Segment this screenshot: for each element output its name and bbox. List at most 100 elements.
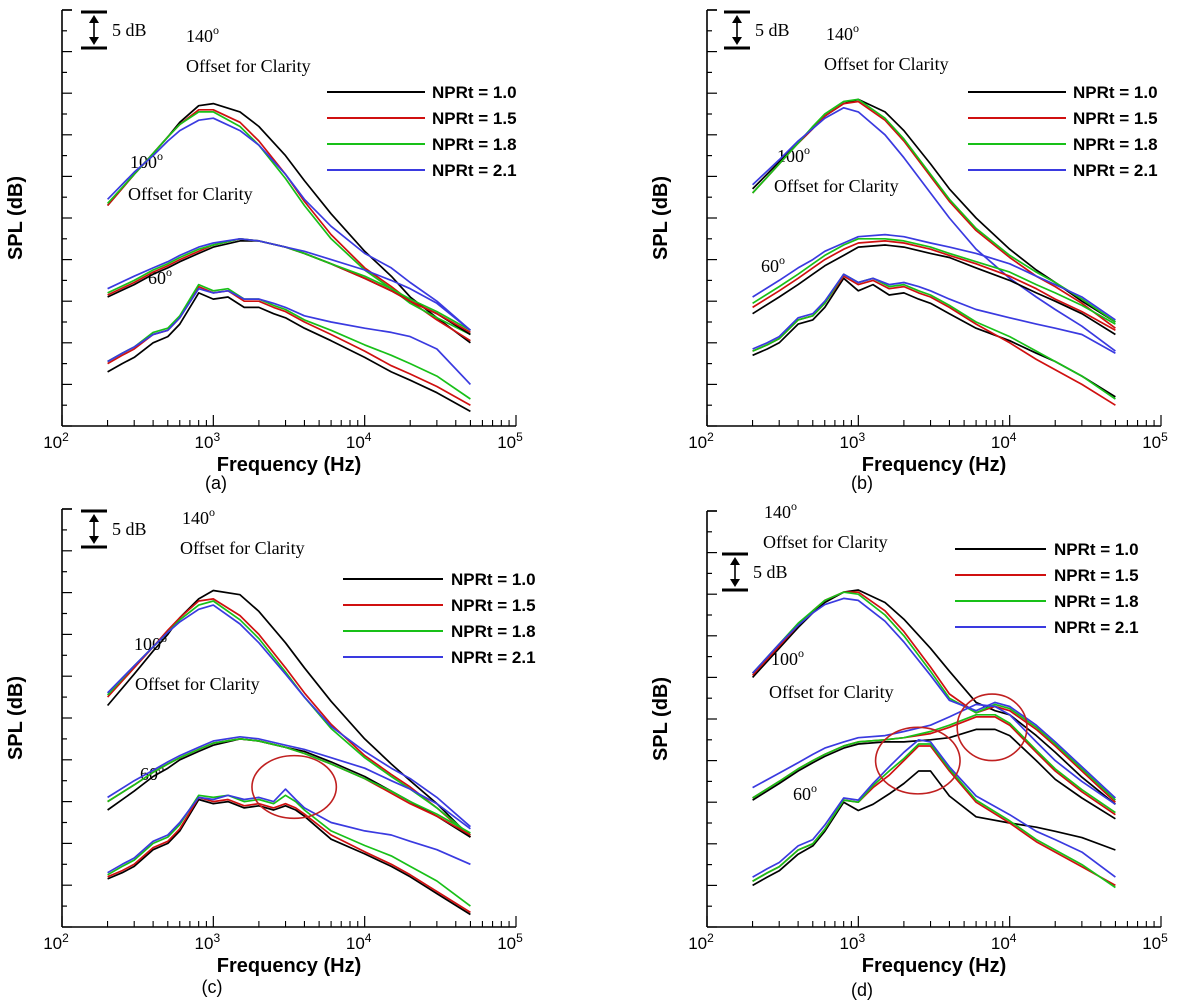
scale-bar-label: 5 dB — [112, 519, 147, 539]
x-axis-label: Frequency (Hz) — [217, 454, 361, 476]
offset-note: Offset for Clarity — [763, 532, 888, 552]
angle-label-140: 140o — [186, 23, 219, 46]
scale-bar-arrow-down — [89, 37, 99, 45]
series-line-140deg-2.1 — [106, 604, 471, 828]
x-axis-label: Frequency (Hz) — [217, 955, 361, 977]
series-line-60deg-1.0 — [752, 277, 1116, 398]
x-tick-label: 103 — [195, 931, 221, 953]
legend-entry-label: NPRt = 1.5 — [1073, 109, 1158, 128]
series-line-140deg-2.1 — [751, 597, 1116, 799]
series-line-60deg-2.1 — [107, 788, 471, 874]
x-axis-label: Frequency (Hz) — [862, 955, 1006, 977]
series-line-100deg-2.1 — [752, 233, 1116, 321]
series-line-100deg-2.1 — [107, 735, 471, 830]
series-line-100deg-1.5 — [107, 738, 471, 836]
legend-entry-label: NPRt = 2.1 — [1073, 161, 1158, 180]
chart-panel-b: 102 103 104 105 Frequency (Hz) SPL (dB) (b) 5 d… — [650, 9, 1168, 493]
x-tick-label: 105 — [1142, 430, 1168, 452]
legend-entry-label: NPRt = 1.0 — [432, 83, 517, 102]
x-tick-label: 103 — [840, 430, 866, 452]
scale-bar-arrow-up — [89, 15, 99, 23]
scale-bar-arrow-down — [730, 579, 740, 587]
highlight-ellipse — [956, 693, 1028, 762]
legend-entry-label: NPRt = 1.8 — [432, 135, 517, 154]
series-line-100deg-2.1 — [752, 703, 1116, 806]
x-tick-label: 104 — [346, 931, 372, 953]
offset-note: Offset for Clarity — [135, 674, 260, 694]
series-line-100deg-1.0 — [107, 738, 471, 838]
chart-panel-d: 102 103 104 105 Frequency (Hz) SPL (dB) (d) 5 d… — [650, 499, 1168, 1000]
x-tick-label: 104 — [991, 931, 1017, 953]
series-line-100deg-1.8 — [752, 713, 1116, 814]
series-line-60deg-1.0 — [107, 798, 471, 916]
x-tick-label: 103 — [195, 430, 221, 452]
chart-panel-c: 102 103 104 105 Frequency (Hz) SPL (dB) (c) 5 d… — [5, 505, 536, 997]
y-axis-label: SPL (dB) — [650, 176, 672, 260]
series-line-60deg-1.8 — [107, 794, 471, 907]
scale-bar-arrow-up — [89, 514, 99, 522]
series-line-140deg-1.5 — [751, 100, 1116, 329]
series-line-140deg-2.1 — [752, 106, 1116, 352]
chart-panel-a: 102 103 104 105 Frequency (Hz) SPL (dB) (a) 5 d… — [5, 9, 523, 493]
scale-bar-label: 5 dB — [753, 562, 788, 582]
scale-bar-arrow-down — [732, 37, 742, 45]
x-axis-label: Frequency (Hz) — [862, 454, 1006, 476]
panel-caption: (d) — [851, 980, 873, 1000]
legend-entry-label: NPRt = 1.5 — [432, 109, 517, 128]
series-line-60deg-2.1 — [107, 287, 472, 385]
legend-entry-label: NPRt = 1.0 — [451, 570, 536, 589]
angle-label-100: 100o — [771, 646, 804, 669]
y-axis-label: SPL (dB) — [5, 176, 27, 260]
x-tick-label: 102 — [688, 430, 714, 452]
angle-label-100: 100o — [777, 143, 810, 166]
highlight-ellipse — [874, 726, 961, 795]
series-line-60deg-2.1 — [752, 738, 1116, 878]
x-tick-label: 103 — [840, 931, 866, 953]
series-line-100deg-1.8 — [107, 738, 471, 834]
offset-note: Offset for Clarity — [824, 54, 949, 74]
highlight-ellipse — [251, 754, 338, 820]
scale-bar-arrow-up — [732, 15, 742, 23]
series-line-60deg-1.5 — [107, 796, 471, 914]
series-line-60deg-1.0 — [107, 292, 471, 413]
angle-label-140: 140o — [182, 505, 215, 528]
x-tick-label: 105 — [497, 931, 523, 953]
legend-entry-label: NPRt = 1.8 — [1073, 135, 1158, 154]
series-line-100deg-1.5 — [752, 240, 1116, 332]
x-tick-label: 102 — [43, 931, 69, 953]
series-line-140deg-1.5 — [106, 598, 471, 838]
x-tick-label: 102 — [688, 931, 714, 953]
series-line-140deg-1.0 — [106, 589, 472, 838]
series-line-60deg-2.1 — [752, 273, 1116, 354]
angle-label-140: 140o — [764, 499, 797, 522]
angle-label-60: 60o — [793, 781, 817, 804]
y-axis-label: SPL (dB) — [5, 676, 27, 760]
offset-note: Offset for Clarity — [180, 538, 305, 558]
offset-note: Offset for Clarity — [774, 176, 899, 196]
series-line-100deg-1.8 — [752, 237, 1116, 325]
series-line-140deg-1.8 — [751, 591, 1116, 801]
series-line-100deg-2.1 — [107, 237, 471, 331]
x-tick-label: 104 — [991, 430, 1017, 452]
legend-entry-label: NPRt = 1.5 — [451, 596, 536, 615]
scale-bar-arrow-down — [89, 536, 99, 544]
panel-caption: (a) — [205, 473, 227, 493]
legend-entry-label: NPRt = 2.1 — [432, 161, 517, 180]
y-axis-label: SPL (dB) — [650, 677, 672, 761]
scale-bar-label: 5 dB — [112, 20, 147, 40]
series-line-100deg-1.0 — [752, 244, 1116, 336]
legend-entry-label: NPRt = 2.1 — [1054, 618, 1139, 637]
angle-label-140: 140o — [826, 21, 859, 44]
series-line-60deg-1.8 — [752, 273, 1116, 400]
panel-caption: (c) — [202, 977, 223, 997]
offset-note: Offset for Clarity — [769, 682, 894, 702]
legend-entry-label: NPRt = 1.0 — [1073, 83, 1158, 102]
offset-note: Offset for Clarity — [128, 184, 253, 204]
series-line-60deg-1.8 — [752, 743, 1116, 889]
legend-entry-label: NPRt = 1.8 — [1054, 592, 1139, 611]
legend-entry-label: NPRt = 1.0 — [1054, 540, 1139, 559]
legend-entry-label: NPRt = 1.8 — [451, 622, 536, 641]
angle-label-60: 60o — [761, 253, 785, 276]
panel-caption: (b) — [851, 473, 873, 493]
